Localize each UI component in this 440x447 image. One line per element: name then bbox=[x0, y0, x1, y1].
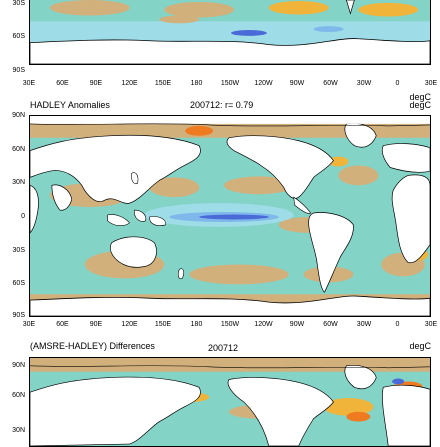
differences-map bbox=[30, 358, 430, 446]
top-lat-label: 30S bbox=[12, 0, 25, 7]
hadley-title: HADLEY Anomalies bbox=[30, 100, 110, 110]
hadley-lon-label: 120E bbox=[121, 321, 138, 328]
top-lon-label: 120W bbox=[254, 80, 273, 87]
hadley-lon-label: 150W bbox=[220, 321, 240, 328]
differences-title: (AMSRE-HADLEY) Differences bbox=[30, 341, 155, 351]
hadley-lon-label: 30E bbox=[424, 321, 438, 328]
top-lon-label: 30E bbox=[424, 80, 438, 87]
hadley-lon-label: 60W bbox=[323, 321, 338, 328]
hadley-lat-label: 30N bbox=[12, 179, 25, 186]
hadley-lon-label: 60E bbox=[56, 321, 69, 328]
top-anomaly-map bbox=[30, 0, 430, 64]
hadley-map-frame bbox=[29, 115, 431, 317]
differences-lat-label: 60N bbox=[12, 392, 25, 399]
differences-map-frame bbox=[29, 357, 431, 447]
hadley-lat-label: 90S bbox=[12, 312, 25, 319]
hadley-anomaly-map bbox=[30, 116, 430, 316]
differences-lat-label: 90N bbox=[12, 362, 25, 369]
hadley-lon-label: 120W bbox=[254, 321, 273, 328]
top-map-frame bbox=[29, 0, 431, 65]
differences-panel: (AMSRE-HADLEY) Differences 200712 degC 9… bbox=[0, 340, 440, 447]
differences-units: degC bbox=[409, 341, 431, 351]
top-lon-label: 30E bbox=[22, 80, 36, 87]
top-lon-label: 120E bbox=[121, 80, 138, 87]
top-lon-label: 60W bbox=[323, 80, 338, 87]
hadley-lon-label: 90E bbox=[89, 321, 103, 328]
hadley-anomalies-panel: HADLEY Anomalies 200712: r= 0.79 degC bbox=[0, 100, 440, 345]
hadley-subtitle: 200712: r= 0.79 bbox=[190, 100, 254, 110]
top-lat-label: 90S bbox=[12, 67, 25, 74]
top-lon-label: 90W bbox=[289, 80, 305, 87]
top-lat-label: 60S bbox=[12, 33, 25, 40]
top-lon-label: 180 bbox=[190, 80, 203, 87]
hadley-lon-label: 90W bbox=[289, 321, 305, 328]
top-lon-label: 150W bbox=[220, 80, 240, 87]
hadley-lon-label: 30W bbox=[356, 321, 372, 328]
hadley-lat-label: 90N bbox=[12, 112, 25, 119]
hadley-lat-label: 60N bbox=[12, 146, 25, 153]
top-lon-label: 150E bbox=[154, 80, 172, 87]
top-lon-label: 90E bbox=[89, 80, 103, 87]
differences-lat-label: 30N bbox=[12, 427, 25, 434]
hadley-units: degC bbox=[409, 100, 431, 110]
hadley-lon-label: 0 bbox=[395, 321, 400, 328]
top-lon-label: 0 bbox=[395, 80, 400, 87]
hadley-lat-label: 60S bbox=[12, 280, 25, 287]
hadley-lon-label: 150E bbox=[154, 321, 172, 328]
top-map-panel: 30S 60S 90S 30E 60E 90E 120E 150E 180 150W 120W… bbox=[0, 0, 440, 102]
hadley-lon-label: 30E bbox=[22, 321, 36, 328]
hadley-lat-label: 30S bbox=[12, 247, 25, 254]
differences-subtitle: 200712 bbox=[208, 343, 239, 353]
top-units-label: degC bbox=[409, 92, 431, 102]
hadley-lat-label: 0 bbox=[21, 213, 25, 220]
top-lon-label: 60E bbox=[56, 80, 69, 87]
hadley-lon-label: 180 bbox=[190, 321, 203, 328]
top-lon-label: 30W bbox=[356, 80, 372, 87]
